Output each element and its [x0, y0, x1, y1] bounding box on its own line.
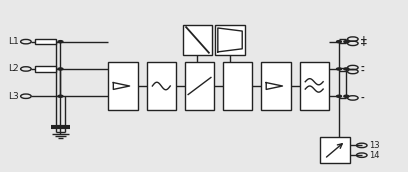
Bar: [262, 62, 290, 110]
Bar: [35, 39, 56, 44]
Bar: [185, 62, 214, 110]
Circle shape: [344, 68, 349, 70]
Bar: [215, 25, 245, 55]
Circle shape: [337, 95, 341, 97]
Circle shape: [337, 68, 341, 70]
Circle shape: [344, 95, 349, 97]
Text: L3: L3: [8, 92, 19, 101]
Circle shape: [58, 95, 63, 97]
Text: +: +: [360, 39, 368, 48]
Bar: [146, 62, 176, 110]
Circle shape: [58, 41, 63, 43]
Circle shape: [344, 41, 349, 43]
Bar: [183, 25, 212, 55]
Bar: [109, 62, 138, 110]
Text: -: -: [360, 63, 364, 72]
Bar: [299, 62, 329, 110]
Bar: [35, 66, 56, 72]
Text: -: -: [360, 93, 364, 103]
Text: -: -: [360, 67, 364, 76]
Bar: [320, 137, 350, 163]
Text: L2: L2: [8, 64, 19, 73]
Circle shape: [58, 68, 63, 70]
Text: +: +: [360, 35, 368, 44]
Text: 13: 13: [369, 141, 379, 150]
Text: 14: 14: [369, 151, 379, 160]
Text: L1: L1: [8, 37, 19, 46]
Circle shape: [337, 41, 341, 43]
Bar: [223, 62, 253, 110]
